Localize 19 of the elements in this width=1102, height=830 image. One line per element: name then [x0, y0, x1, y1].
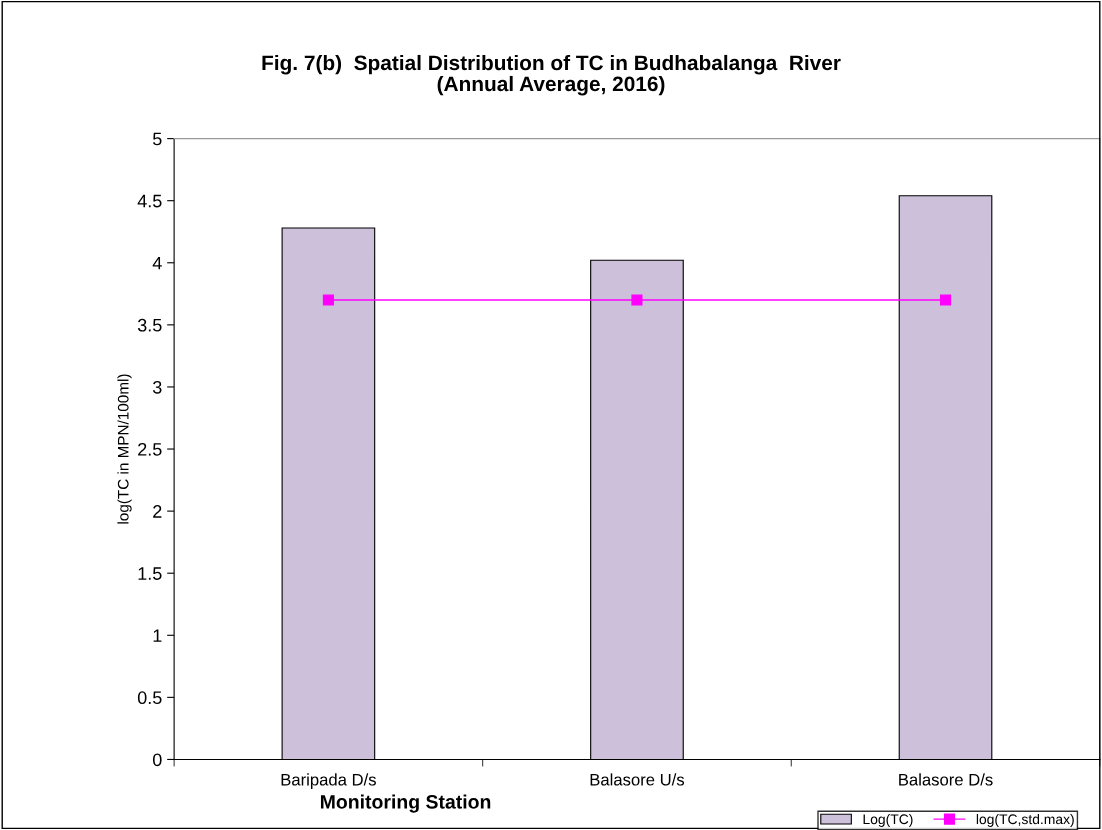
x-tick-label: Balasore U/s — [590, 773, 685, 786]
x-tick-label: Baripada D/s — [281, 773, 376, 789]
y-tick-label: 2.5 — [138, 442, 162, 456]
legend-label: log(TC,std.max) — [976, 813, 1074, 827]
y-tick-label: 2 — [153, 505, 162, 518]
y-tick-label: 0 — [152, 753, 162, 767]
chart-title: Fig. 7(b) Spatial Distribution of TC in Budhabalanga River (Annual Average, 2016) — [262, 54, 841, 96]
y-tick-label: 1 — [153, 629, 162, 642]
y-tick-label: 4 — [152, 256, 162, 270]
y-tick-label: 3.5 — [137, 318, 162, 332]
y-tick-label: 4.5 — [137, 194, 162, 208]
y-tick-label: 3 — [152, 380, 162, 394]
y-tick-label: 0.5 — [137, 691, 162, 705]
x-tick-label: Balasore D/s — [899, 773, 993, 786]
legend-label: Log(TC) — [863, 813, 913, 827]
y-tick-label: 5 — [152, 132, 162, 146]
y-axis-title: log(TC in MPN/100ml) — [117, 374, 132, 524]
y-tick-label: 1.5 — [138, 567, 162, 580]
x-axis-title: Monitoring Station — [320, 794, 491, 813]
